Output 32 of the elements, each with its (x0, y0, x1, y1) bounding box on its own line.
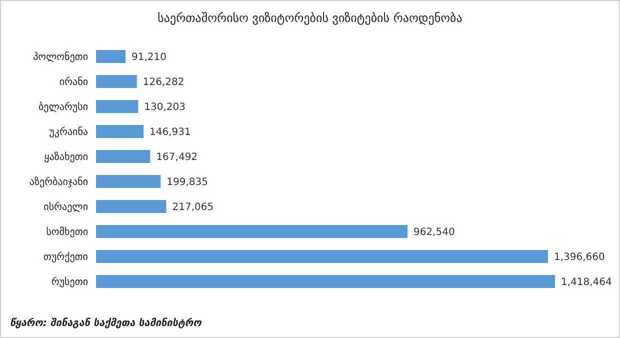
bar (96, 75, 137, 88)
chart-title: საერთაშორისო ვიზიტორების ვიზიტების რაოდენობა (158, 11, 462, 25)
bar (96, 125, 144, 138)
data-label: 1,396,660 (554, 252, 605, 263)
data-label: 126,282 (142, 77, 184, 88)
data-label: 167,492 (156, 152, 198, 163)
bar (96, 100, 138, 113)
bar (96, 275, 555, 288)
bar (96, 175, 161, 188)
data-label: 962,540 (413, 227, 455, 238)
y-tick-label: ყაზახეთი (44, 151, 88, 163)
y-tick-label: უკრაინა (49, 126, 88, 138)
data-label: 217,065 (172, 202, 214, 213)
bar (96, 150, 150, 163)
y-tick-label: ირანი (59, 76, 88, 88)
data-label: 146,931 (150, 127, 191, 138)
y-tick-label: პოლონეთი (33, 51, 88, 63)
bar (96, 200, 166, 213)
y-tick-label: თურქეთი (43, 251, 88, 263)
bar (96, 250, 548, 263)
data-label: 91,210 (132, 52, 167, 63)
bar (96, 50, 126, 63)
data-label: 130,203 (144, 102, 186, 113)
y-tick-label: სომხეთი (46, 226, 88, 238)
y-tick-label: რუსეთი (51, 276, 88, 288)
data-label: 199,835 (166, 177, 208, 188)
bar (96, 225, 408, 238)
y-tick-label: აზერბაიჯანი (29, 176, 88, 188)
y-tick-label: ბელარუსი (38, 101, 88, 113)
text: წყარო: შინაგან საქმეთა სამინისტრო (10, 317, 202, 329)
y-tick-label: ისრაელი (44, 201, 88, 213)
data-label: 1,418,464 (561, 277, 612, 288)
